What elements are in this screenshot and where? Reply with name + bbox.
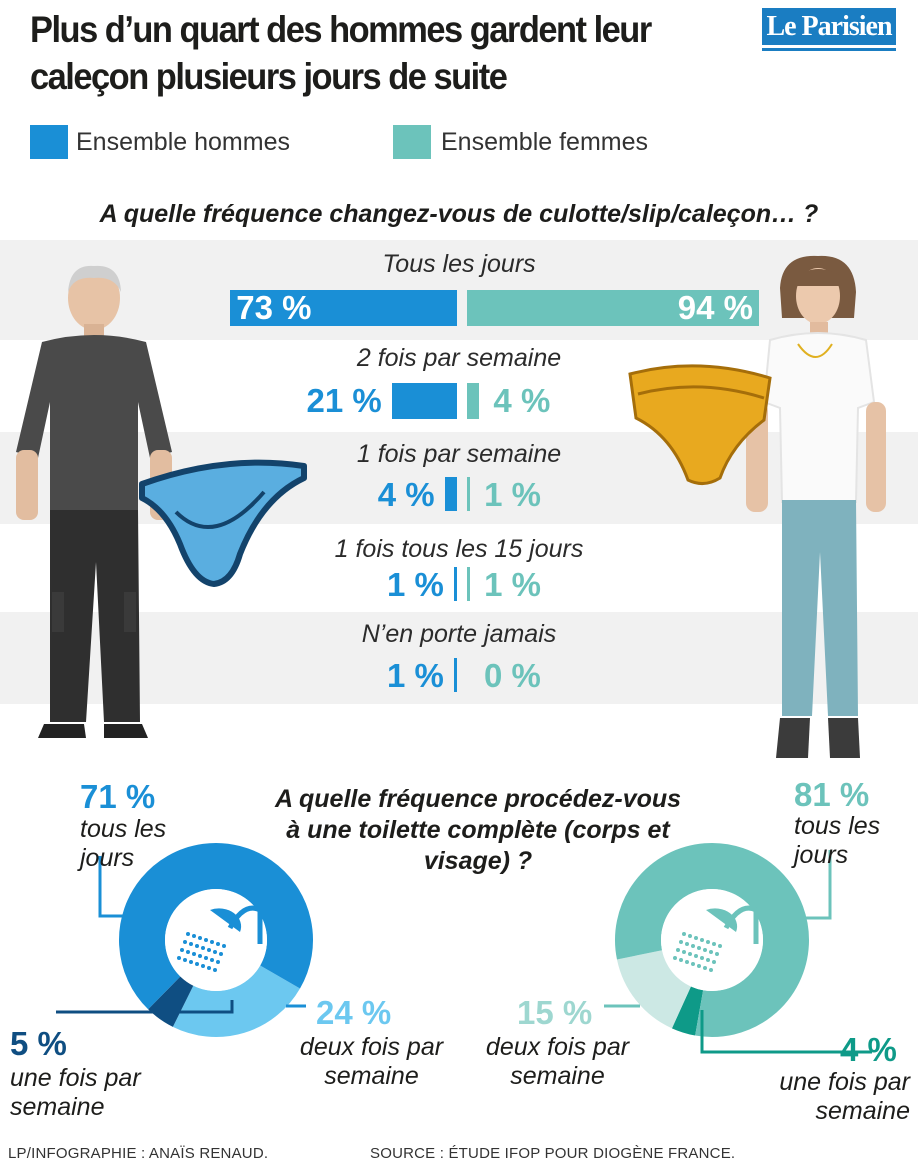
slice-men-daily [119,843,313,1010]
bar-men [391,383,457,419]
source-text: SOURCE : ÉTUDE IFOP POUR DIOGÈNE FRANCE. [370,1145,736,1162]
value-label-women: 0 % [484,657,541,694]
bar-women [467,290,759,326]
credit-text: LP/INFOGRAPHIE : ANAÏS RENAUD. [8,1145,269,1162]
category-label: 1 fois tous les 15 jours [334,535,584,563]
slice-women-once [671,986,704,1036]
value-label-men: 1 % [387,657,444,694]
value-label-women: 94 % [677,289,753,326]
legend-label-women: Ensemble femmes [441,128,649,156]
slice-women-daily [615,843,809,1037]
donut-hole [661,889,763,991]
men-twice-pct: 24 % [316,994,392,1031]
bar-men [230,290,457,326]
men-daily-pct: 71 % [80,778,156,815]
men-once-pct: 5 % [10,1025,67,1062]
row-band-5 [0,612,918,704]
men-once-label: une fois par semaine [10,1064,141,1121]
value-label-men: 1 % [387,566,444,603]
bar-men [453,658,457,692]
value-label-men: 4 % [377,476,435,513]
legend-swatch-women [393,125,431,159]
women-once-pct: 4 % [840,1031,897,1068]
leader-line [780,850,832,920]
men-twice-label: deux fois par semaine [299,1033,444,1090]
women-twice-pct: 15 % [517,994,593,1031]
question-underwear: A quelle fréquence changez-vous de culot… [99,200,819,228]
man-figure-icon [16,265,172,738]
women-daily-pct: 81 % [794,776,870,813]
category-label: 2 fois par semaine [356,344,562,372]
bar-chart: 73 % 94 % 21 % 4 % 4 % 1 % 1 % 1 % 1 % 0 % [230,289,759,694]
bar-women [467,477,471,511]
value-label-women: 4 % [493,382,551,419]
woman-figure-icon [746,255,886,758]
bar-women [467,567,471,601]
donut-charts [56,843,872,1054]
bar-women [467,383,480,419]
value-label-men: 21 % [306,382,382,419]
category-label: 1 fois par semaine [356,440,562,468]
panties-icon [628,364,772,485]
shower-icon [673,905,759,972]
bar-men [453,567,457,601]
men-daily-label: tous les jours [80,815,167,872]
question-washing: A quelle fréquence procédez-vous à une t… [274,785,682,875]
leader-line [56,1000,234,1014]
row-band-1 [0,240,918,340]
chart-title: Plus d’un quart des hommes gardent leur … [30,9,652,97]
women-daily-label: tous les jours [794,812,881,869]
leader-line [700,1010,872,1054]
donut-hole [165,889,267,991]
shower-icon [177,905,263,972]
category-label: Tous les jours [382,250,536,278]
women-once-label: une fois par semaine [779,1068,910,1125]
value-label-women: 1 % [484,566,541,603]
category-label: N’en porte jamais [361,620,557,648]
bar-men [444,477,457,511]
value-label-women: 1 % [484,476,541,513]
value-label-men: 73 % [236,289,312,326]
briefs-icon [139,459,307,587]
le-parisien-logo: Le Parisien [762,8,896,48]
women-twice-label: deux fois par semaine [485,1033,630,1090]
slice-men-once [148,975,195,1027]
legend-swatch-men [30,125,68,159]
slice-women-twice [616,949,692,1029]
legend-label-men: Ensemble hommes [76,128,290,156]
leader-line [98,856,150,918]
